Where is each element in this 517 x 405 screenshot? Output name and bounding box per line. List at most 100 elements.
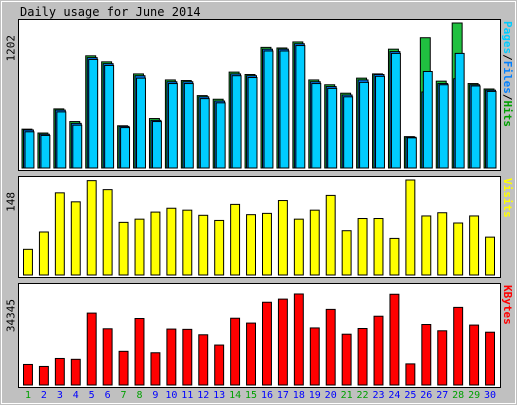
- day-label-22: 22: [357, 390, 369, 401]
- kbytes-bar-21: [341, 333, 352, 386]
- legend-part-4: Hits: [502, 101, 515, 128]
- kbytes-bar-2: [38, 365, 49, 386]
- visits-bar-13: [214, 219, 225, 276]
- visits-bar-24: [389, 237, 400, 276]
- kbytes-bar-30: [485, 331, 496, 386]
- kbytes-bar-23: [373, 315, 384, 386]
- kbytes-bar-14: [230, 317, 241, 386]
- kbytes-bar-9: [150, 352, 161, 386]
- kbytes-bar-20: [325, 308, 336, 386]
- day-label-13: 13: [213, 390, 225, 401]
- kbytes-bar-16: [262, 301, 272, 386]
- visits-bar-28: [453, 222, 464, 276]
- kbytes-panel: [18, 283, 501, 388]
- visits-bar-7: [118, 221, 129, 276]
- kbytes-bar-22: [357, 328, 368, 386]
- kbytes-bar-28: [453, 306, 464, 386]
- pages-bar-14: [231, 75, 242, 169]
- pages-bar-21: [343, 96, 354, 169]
- visits-bar-9: [150, 211, 161, 276]
- pages-bar-19: [311, 83, 322, 169]
- pages-bar-12: [199, 98, 210, 169]
- kbytes-bar-27: [437, 330, 448, 386]
- day-label-2: 2: [41, 390, 47, 401]
- visits-bar-14: [230, 203, 241, 276]
- day-label-28: 28: [452, 390, 464, 401]
- pages-bar-27: [438, 84, 449, 169]
- pages-bar-3: [56, 111, 67, 169]
- visits-bar-26: [421, 215, 432, 276]
- visits-panel-max-label: 148: [5, 192, 18, 212]
- pages-bar-13: [215, 102, 226, 169]
- kbytes-panel-max-label: 34345: [5, 299, 18, 332]
- day-label-16: 16: [261, 390, 273, 401]
- pages-bar-28: [454, 52, 465, 169]
- day-label-4: 4: [73, 390, 79, 401]
- pages-bar-11: [183, 83, 194, 169]
- day-labels: 1 2 3 4 5 6 7 8 9 10 11 12 13 14 15 16 17 18 19 20 21 22 23 24 2…: [25, 390, 496, 401]
- kbytes-bar-13: [214, 344, 225, 386]
- legend-part-0: Visits: [502, 178, 515, 218]
- pages-bar-5: [88, 58, 99, 169]
- hits-panel-legend: Pages/Files/Hits: [502, 21, 515, 127]
- pages-bar-20: [327, 87, 338, 169]
- pages-bar-25: [406, 137, 417, 169]
- pages-bar-4: [72, 124, 83, 169]
- visits-bar-30: [485, 236, 496, 276]
- day-label-21: 21: [341, 390, 353, 401]
- kbytes-bar-6: [102, 328, 113, 386]
- chart-title: Daily usage for June 2014: [20, 5, 201, 19]
- day-label-17: 17: [277, 390, 289, 401]
- kbytes-bar-17: [277, 298, 288, 386]
- legend-part-3: /: [502, 94, 515, 101]
- pages-bar-15: [247, 77, 258, 169]
- pages-bar-23: [375, 75, 385, 169]
- pages-bar-17: [279, 50, 290, 169]
- visits-bar-8: [134, 218, 145, 276]
- kbytes-bar-24: [389, 293, 400, 386]
- visits-bar-5: [86, 180, 97, 276]
- pages-bar-7: [120, 127, 131, 169]
- day-label-5: 5: [89, 390, 95, 401]
- kbytes-bar-29: [469, 324, 480, 386]
- visits-bar-15: [246, 214, 256, 276]
- visits-bar-29: [469, 215, 480, 276]
- pages-bar-18: [295, 45, 306, 169]
- day-label-10: 10: [165, 390, 177, 401]
- kbytes-bar-10: [166, 328, 177, 386]
- day-label-19: 19: [309, 390, 321, 401]
- legend-part-1: /: [502, 54, 515, 61]
- visits-bar-10: [166, 207, 177, 276]
- day-label-29: 29: [468, 390, 480, 401]
- kbytes-panel-legend: KBytes: [502, 285, 515, 325]
- visits-bar-22: [357, 218, 368, 276]
- pages-bar-29: [470, 85, 481, 169]
- legend-part-0: Pages: [502, 21, 515, 54]
- visits-bar-23: [373, 218, 384, 276]
- day-label-18: 18: [293, 390, 305, 401]
- visits-bar-4: [70, 201, 81, 276]
- kbytes-bar-12: [198, 334, 209, 386]
- hits-panel-max-label: 1202: [5, 35, 18, 62]
- legend-part-0: KBytes: [502, 285, 515, 325]
- day-label-12: 12: [197, 390, 209, 401]
- day-label-6: 6: [105, 390, 111, 401]
- day-label-24: 24: [388, 390, 400, 401]
- kbytes-bar-7: [118, 350, 129, 386]
- visits-bar-21: [341, 230, 352, 276]
- day-label-3: 3: [57, 390, 63, 401]
- kbytes-bar-19: [309, 327, 320, 386]
- pages-bar-24: [390, 52, 401, 169]
- visits-bar-25: [405, 179, 416, 276]
- chart-panels: 1202 Pages/Files/Hits 148 Visits 34345 KBytes: [5, 19, 515, 388]
- visits-bar-3: [54, 192, 65, 276]
- pages-bar-1: [24, 131, 35, 169]
- day-label-25: 25: [404, 390, 416, 401]
- visits-bar-19: [309, 209, 320, 276]
- visits-bar-27: [437, 212, 448, 276]
- visits-panel: [18, 176, 501, 278]
- day-label-27: 27: [436, 390, 448, 401]
- kbytes-bar-26: [421, 324, 432, 386]
